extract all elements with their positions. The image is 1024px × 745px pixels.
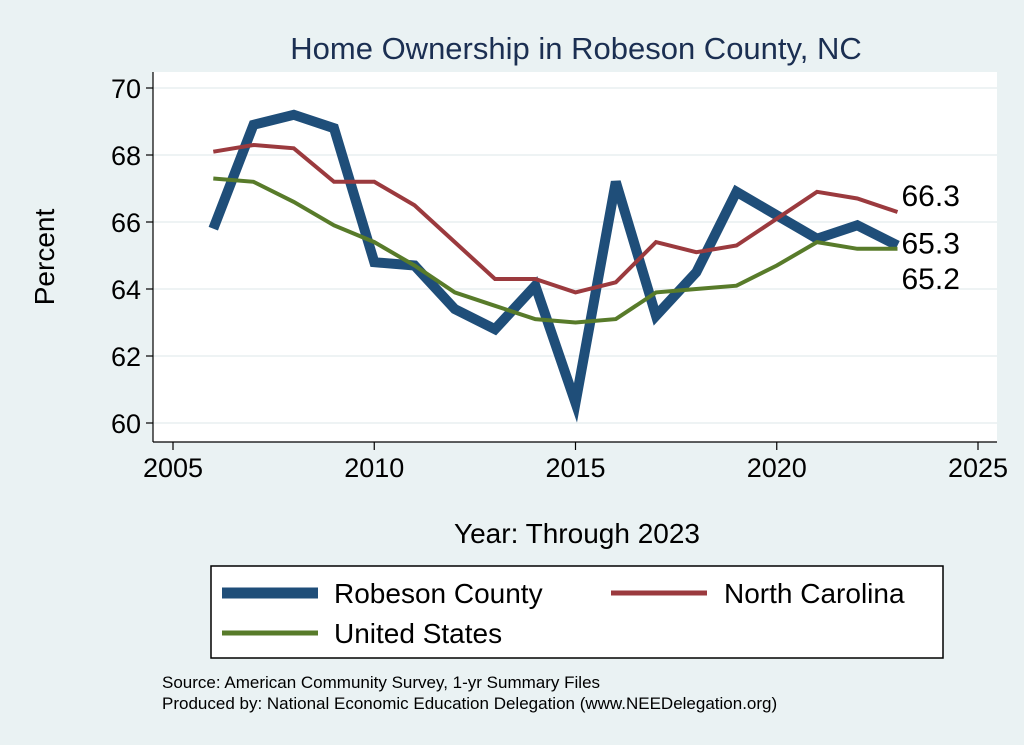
y-tick-label-62: 62 bbox=[111, 342, 141, 372]
y-tick-label-60: 60 bbox=[111, 409, 141, 439]
chart-title: Home Ownership in Robeson County, NC bbox=[290, 31, 861, 66]
y-tick-label-70: 70 bbox=[111, 74, 141, 104]
y-axis-label: Percent bbox=[29, 209, 60, 306]
end-label-north-carolina: 66.3 bbox=[902, 180, 960, 213]
end-label-robeson-county: 65.3 bbox=[902, 227, 960, 260]
y-tick-label-68: 68 bbox=[111, 141, 141, 171]
legend-label-united-states: United States bbox=[334, 618, 502, 649]
legend: Robeson County North Carolina United Sta… bbox=[211, 566, 943, 658]
x-tick-label-2005: 2005 bbox=[143, 453, 203, 483]
chart: Home Ownership in Robeson County, NC 60 6… bbox=[0, 0, 1024, 745]
x-tick-label-2015: 2015 bbox=[545, 453, 605, 483]
end-label-united-states: 65.2 bbox=[902, 263, 960, 296]
producer-note: Produced by: National Economic Education… bbox=[162, 694, 777, 713]
end-labels: 65.3 66.3 65.2 bbox=[902, 180, 960, 296]
y-tick-label-66: 66 bbox=[111, 208, 141, 238]
source-note: Source: American Community Survey, 1-yr … bbox=[162, 673, 600, 692]
x-tick-label-2020: 2020 bbox=[747, 453, 807, 483]
legend-label-north-carolina: North Carolina bbox=[724, 578, 905, 609]
x-tick-label-2010: 2010 bbox=[344, 453, 404, 483]
x-tick-label-2025: 2025 bbox=[948, 453, 1008, 483]
legend-label-robeson-county: Robeson County bbox=[334, 578, 543, 609]
y-tick-label-64: 64 bbox=[111, 275, 141, 305]
x-axis-label: Year: Through 2023 bbox=[454, 518, 700, 549]
